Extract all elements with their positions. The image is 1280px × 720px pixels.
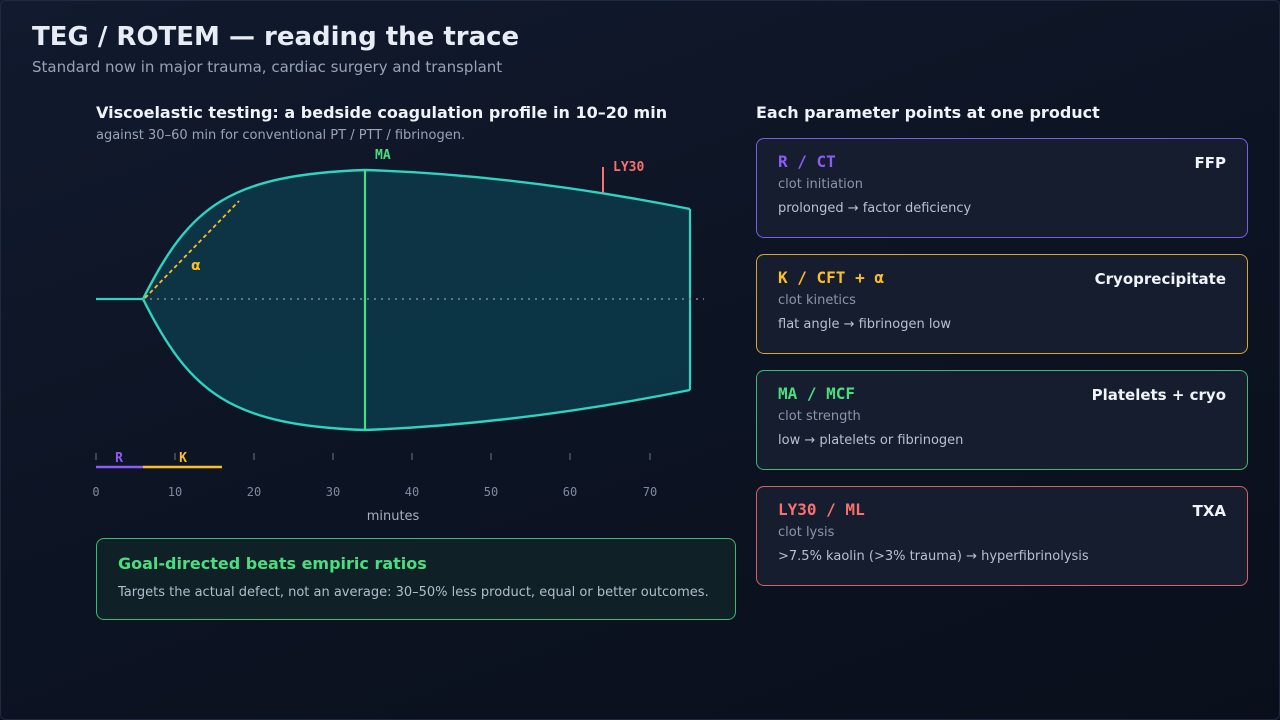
parameter-card-ma: MA / MCF Platelets + cryo clot strength … xyxy=(756,370,1248,470)
parameter-code: MA / MCF xyxy=(778,384,856,403)
alpha-angle-line xyxy=(144,200,240,299)
goal-title: Goal-directed beats empiric ratios xyxy=(118,554,427,573)
x-tick-label: 10 xyxy=(168,485,182,499)
parameter-role: clot initiation xyxy=(778,177,863,192)
parameter-code: K / CFT + α xyxy=(778,268,884,287)
parameter-description: >7.5% kaolin (>3% trauma) → hyperfibrino… xyxy=(778,549,1089,564)
x-tick-label: 20 xyxy=(247,485,261,499)
parameter-description: prolonged → factor deficiency xyxy=(778,201,972,216)
parameter-product: TXA xyxy=(1192,502,1226,520)
x-tick-label: 40 xyxy=(405,485,419,499)
ly30-label: LY30 xyxy=(613,160,644,175)
parameter-card-ly30: LY30 / ML TXA clot lysis >7.5% kaolin (>… xyxy=(756,486,1248,586)
parameter-product: Cryoprecipitate xyxy=(1094,270,1226,288)
parameter-role: clot lysis xyxy=(778,525,835,540)
x-tick-label: 50 xyxy=(484,485,498,499)
alpha-label: α xyxy=(191,258,201,274)
trace-heading: Viscoelastic testing: a bedside coagulat… xyxy=(96,103,668,122)
x-tick-label: 30 xyxy=(326,485,340,499)
x-axis-label: minutes xyxy=(367,509,420,524)
parameter-card-k: K / CFT + α Cryoprecipitate clot kinetic… xyxy=(756,254,1248,354)
parameter-role: clot strength xyxy=(778,409,861,424)
goal-text: Targets the actual defect, not an averag… xyxy=(118,585,709,600)
parameter-card-r: R / CT FFP clot initiation prolonged → f… xyxy=(756,138,1248,238)
page-title: TEG / ROTEM — reading the trace xyxy=(32,22,520,52)
parameter-description: flat angle → fibrinogen low xyxy=(778,317,952,332)
parameters-heading: Each parameter points at one product xyxy=(756,103,1100,122)
trace-subheading: against 30–60 min for conventional PT / … xyxy=(96,128,466,143)
parameter-code: R / CT xyxy=(778,152,836,171)
k-label: K xyxy=(179,451,187,466)
r-label: R xyxy=(115,451,123,466)
parameter-product: FFP xyxy=(1194,154,1227,172)
goal-callout: Goal-directed beats empiric ratios Targe… xyxy=(96,538,736,620)
parameter-description: low → platelets or fibrinogen xyxy=(778,433,964,448)
parameter-product: Platelets + cryo xyxy=(1091,386,1226,404)
parameter-role: clot kinetics xyxy=(778,293,856,308)
x-tick-label: 0 xyxy=(92,485,99,499)
x-tick-label: 60 xyxy=(563,485,577,499)
parameter-code: LY30 / ML xyxy=(778,500,865,519)
x-axis-ticks xyxy=(95,453,651,460)
ma-label: MA xyxy=(375,148,391,163)
trace-fill xyxy=(143,170,690,430)
teg-trace-diagram: MA LY30 α R K 0 10 20 30 40 50 60 70 min… xyxy=(92,148,704,524)
page-subtitle: Standard now in major trauma, cardiac su… xyxy=(32,58,503,76)
x-tick-label: 70 xyxy=(643,485,657,499)
